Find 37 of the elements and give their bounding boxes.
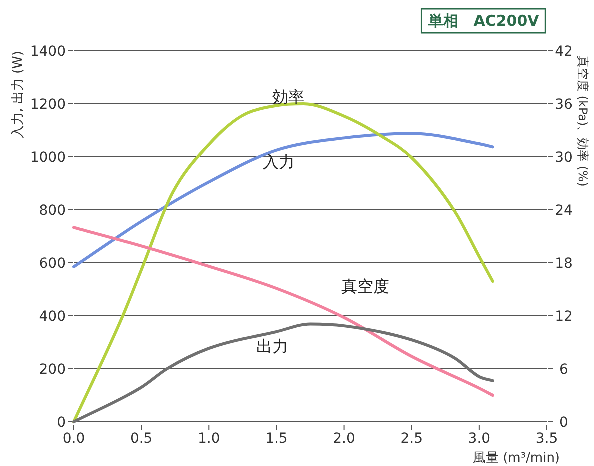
line-series bbox=[72, 226, 494, 397]
y2-tick-label: 42 bbox=[555, 44, 573, 60]
series-label: 出力 bbox=[256, 336, 288, 356]
chart-title: 単相 AC200V bbox=[428, 12, 540, 30]
x-tick-label: 3.0 bbox=[468, 431, 491, 447]
y2-tick-label: 24 bbox=[555, 203, 573, 219]
x-tick-label: 3.5 bbox=[536, 431, 558, 447]
y-tick-label: 800 bbox=[39, 203, 66, 219]
y2-tick-label: 30 bbox=[555, 150, 573, 166]
y2-tick-label: 0 bbox=[560, 415, 568, 431]
y-tick-label: 200 bbox=[39, 362, 66, 378]
x-tick-label: 2.0 bbox=[333, 431, 356, 447]
y-tick-label: 600 bbox=[39, 256, 66, 272]
line-series bbox=[72, 132, 494, 268]
series-label: 真空度 bbox=[342, 277, 390, 296]
x-axis-title: 風量 (m³/min) bbox=[472, 451, 560, 466]
y-tick-label: 1200 bbox=[30, 97, 66, 113]
series-label: 入力 bbox=[263, 152, 296, 172]
x-tick-label: 1.5 bbox=[266, 431, 288, 447]
y-tick-label: 1000 bbox=[30, 150, 66, 166]
series-label: 効率 bbox=[272, 88, 305, 107]
x-tick-label: 0.0 bbox=[62, 431, 86, 447]
line-series bbox=[72, 102, 494, 424]
title: 単相 AC200V bbox=[420, 8, 546, 34]
x-tick-label: 1.0 bbox=[198, 431, 220, 447]
y2-tick-label: 12 bbox=[555, 309, 573, 325]
y-tick-label: 1400 bbox=[30, 44, 66, 60]
x-tick-label: 0.5 bbox=[130, 431, 153, 447]
y2-tick-label: 18 bbox=[555, 256, 573, 272]
y-tick-label: 400 bbox=[39, 309, 66, 325]
y-tick-label: 0 bbox=[57, 415, 66, 431]
y2-tick-label: 6 bbox=[560, 362, 569, 378]
x-tick-label: 2.5 bbox=[400, 431, 423, 447]
y-axis-title: 入力, 出力 (W) bbox=[11, 51, 26, 138]
line-series bbox=[72, 322, 494, 424]
y2-axis-title: 真空度 (kPa)、効率 (%) bbox=[576, 56, 590, 187]
y2-tick-label: 36 bbox=[555, 97, 573, 113]
